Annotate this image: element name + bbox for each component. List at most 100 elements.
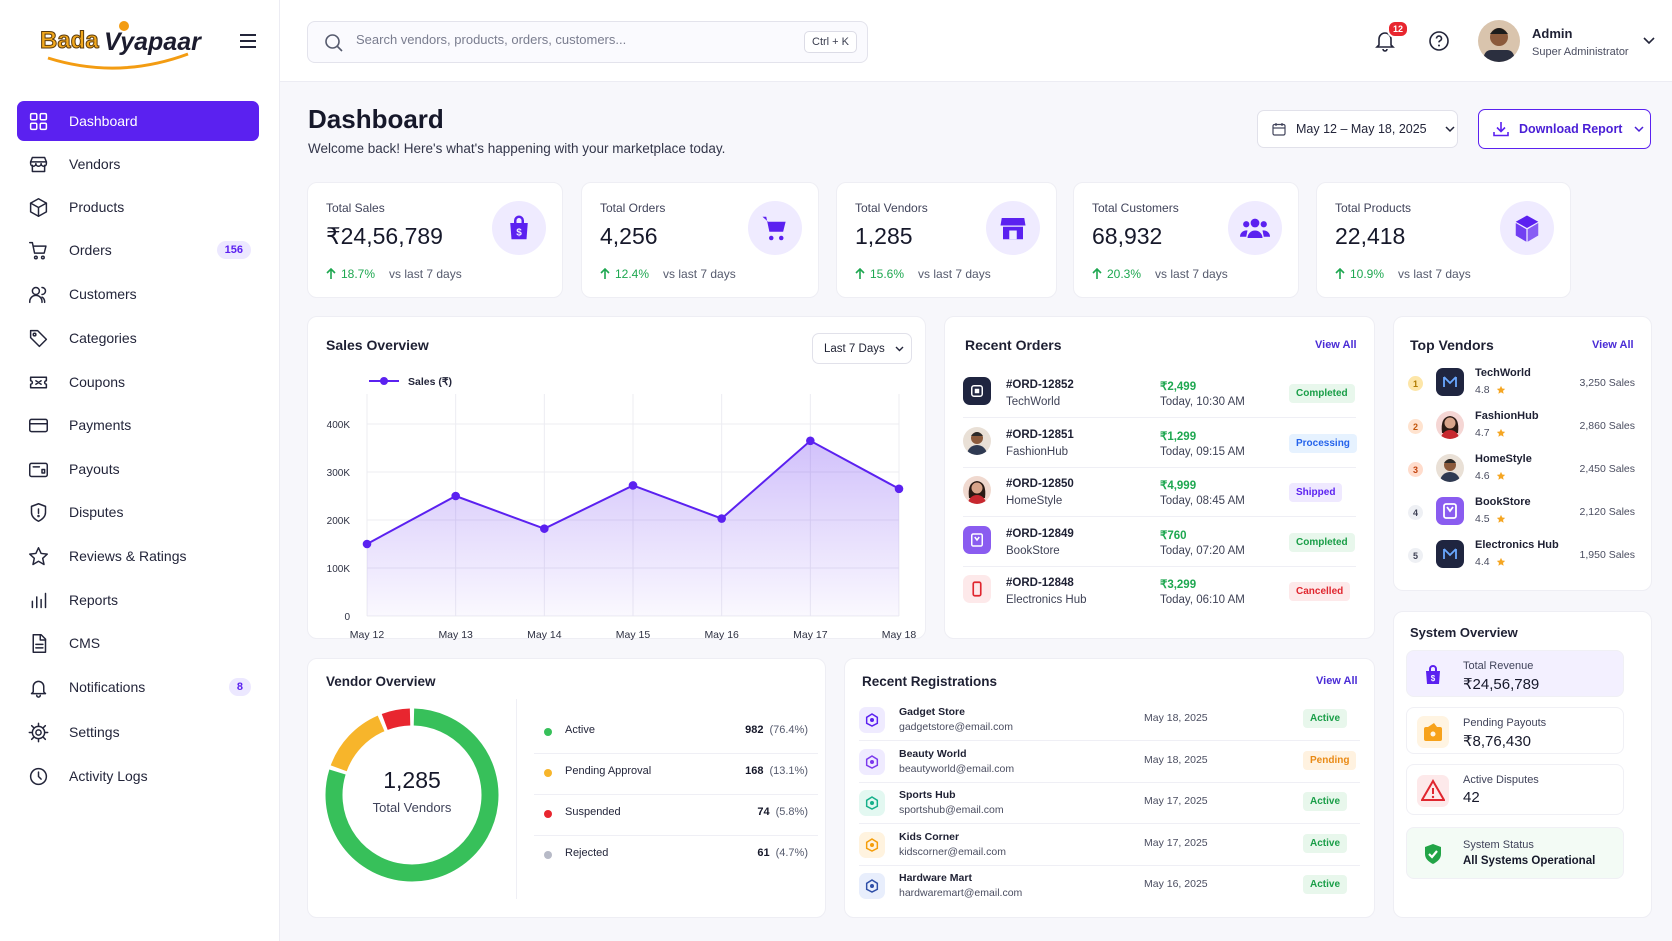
order-id: #ORD-12851 — [1006, 428, 1074, 441]
registration-row[interactable]: Gadget Store gadgetstore@email.com May 18,… — [845, 703, 1374, 743]
legend-percent: (13.1%) — [769, 765, 808, 777]
top-vendor-row[interactable]: 2 FashionHub 4.7 2,860 Sales — [1394, 406, 1651, 446]
sidebar-item-cms[interactable]: CMS — [17, 623, 259, 663]
order-vendor: BookStore — [1006, 544, 1060, 557]
sales-point[interactable] — [806, 436, 815, 446]
sales-point[interactable] — [628, 481, 638, 490]
vendor-overview-title: Vendor Overview — [326, 674, 436, 689]
row-divider — [963, 565, 1356, 567]
cube-icon — [1500, 201, 1554, 255]
sales-point[interactable] — [540, 524, 549, 533]
sales-point[interactable] — [362, 539, 372, 549]
brand-logo[interactable]: Bada Vyapaar — [38, 18, 208, 70]
system-item-active-disputes[interactable]: Active Disputes 42 — [1406, 764, 1624, 815]
registration-row[interactable]: Beauty World beautyworld@email.com May 18,… — [845, 745, 1374, 785]
system-item-system-status[interactable]: System Status All Systems Operational — [1406, 827, 1624, 879]
fashionhub-avatar-icon — [963, 426, 991, 455]
vendor-rating-value: 4.4 — [1475, 556, 1490, 568]
top-vendor-row[interactable]: 4 BookStore 4.5 2,120 Sales — [1394, 492, 1651, 532]
stat-card-total-orders[interactable]: Total Orders 4,256 12.4% vs last 7 days — [581, 182, 819, 298]
legend-label: Sales (₹) — [408, 376, 452, 388]
sales-point[interactable] — [717, 514, 726, 523]
top-vendors-view-all-link[interactable]: View All — [1592, 339, 1634, 351]
system-item-pending-payouts[interactable]: Pending Payouts ₹8,76,430 — [1406, 707, 1624, 754]
donut-segment-active[interactable] — [325, 708, 499, 882]
search-bar[interactable]: Ctrl + K — [307, 21, 868, 63]
sidebar-item-notifications[interactable]: Notifications 8 — [17, 667, 259, 707]
date-range-picker[interactable]: May 12 – May 18, 2025 — [1257, 110, 1458, 148]
sidebar-item-customers[interactable]: Customers — [17, 274, 259, 314]
registration-row[interactable]: Hardware Mart hardwaremart@email.com May 1… — [845, 869, 1374, 909]
sidebar-item-label: Payments — [69, 417, 132, 433]
y-tick-label: 0 — [344, 612, 350, 623]
sidebar-item-products[interactable]: Products — [17, 187, 259, 227]
ticket-icon — [27, 371, 49, 393]
vendor-status-legend-item[interactable]: Pending Approval 168 (13.1%) — [544, 762, 808, 786]
help-button[interactable] — [1428, 30, 1450, 52]
order-row[interactable]: #ORD-12848 Electronics Hub ₹3,299 Today, 06… — [945, 567, 1374, 616]
menu-toggle-icon[interactable] — [240, 33, 258, 49]
sidebar-item-label: Reviews & Ratings — [69, 548, 187, 564]
sales-range-dropdown[interactable]: Last 7 Days — [812, 333, 912, 364]
recent-orders-view-all-link[interactable]: View All — [1315, 339, 1357, 351]
system-item-value: ₹24,56,789 — [1463, 676, 1540, 693]
notifications-button[interactable]: 12 — [1373, 20, 1410, 56]
vendor-status-legend-item[interactable]: Suspended 74 (5.8%) — [544, 803, 808, 827]
row-divider — [534, 794, 818, 795]
vendor-rank: 5 — [1408, 548, 1423, 563]
registration-row[interactable]: Kids Corner kidscorner@email.com May 17, 2… — [845, 828, 1374, 868]
search-input[interactable] — [356, 32, 776, 47]
donut-total: 1,285 — [383, 767, 441, 793]
order-time: Today, 09:15 AM — [1160, 445, 1245, 458]
recent-registrations-view-all-link[interactable]: View All — [1316, 675, 1358, 687]
order-row[interactable]: #ORD-12849 BookStore ₹760 Today, 07:20 AM Co… — [945, 518, 1374, 567]
star-icon — [1496, 471, 1506, 481]
y-tick-label: 100K — [327, 564, 351, 575]
cart-icon — [748, 201, 802, 255]
stat-card-total-vendors[interactable]: Total Vendors 1,285 15.6% vs last 7 days — [836, 182, 1057, 298]
order-vendor: HomeStyle — [1006, 495, 1063, 507]
donut-segment-pending-approval[interactable] — [330, 715, 385, 772]
system-item-total-revenue[interactable]: $ Total Revenue ₹24,56,789 — [1406, 650, 1624, 697]
donut-segment-suspended[interactable] — [381, 708, 411, 730]
sidebar-item-reviews-ratings[interactable]: Reviews & Ratings — [17, 536, 259, 576]
top-vendor-row[interactable]: 1 TechWorld 4.8 3,250 Sales — [1394, 363, 1651, 403]
stat-change-value: 15.6% — [870, 267, 905, 281]
order-row[interactable]: #ORD-12852 TechWorld ₹2,499 Today, 10:30 AM… — [945, 369, 1374, 418]
sidebar-item-disputes[interactable]: Disputes — [17, 492, 259, 532]
sidebar-item-settings[interactable]: Settings — [17, 712, 259, 752]
user-menu[interactable]: Admin Super Administrator — [1478, 20, 1658, 64]
stat-card-total-customers[interactable]: Total Customers 68,932 20.3% vs last 7 days — [1073, 182, 1299, 298]
registration-row[interactable]: Sports Hub sportshub@email.com May 17, 202… — [845, 786, 1374, 826]
sidebar-item-label: Dashboard — [69, 113, 138, 129]
stat-card-total-sales[interactable]: Total Sales ₹24,56,789 18.7% vs last 7 days… — [307, 182, 563, 298]
stat-change-value: 10.9% — [1350, 267, 1385, 281]
top-vendor-row[interactable]: 5 Electronics Hub 4.4 1,950 Sales — [1394, 535, 1651, 575]
sidebar-item-payments[interactable]: Payments — [17, 405, 259, 445]
sales-point[interactable] — [451, 491, 460, 501]
shield-alert-icon — [27, 501, 49, 523]
order-row[interactable]: #ORD-12851 FashionHub ₹1,299 Today, 09:15 A… — [945, 419, 1374, 468]
vendor-sales: 2,120 Sales — [1579, 506, 1635, 518]
sidebar-item-orders[interactable]: Orders 156 — [17, 230, 259, 270]
download-report-button[interactable]: Download Report — [1478, 109, 1651, 149]
vendor-status-legend-item[interactable]: Rejected 61 (4.7%) — [544, 844, 808, 868]
sidebar-item-categories[interactable]: Categories — [17, 318, 259, 358]
sidebar-item-reports[interactable]: Reports — [17, 580, 259, 620]
order-row[interactable]: #ORD-12850 HomeStyle ₹4,999 Today, 08:45 AM… — [945, 468, 1374, 517]
row-divider — [859, 823, 1360, 824]
top-vendor-row[interactable]: 3 HomeStyle 4.6 2,450 Sales — [1394, 449, 1651, 489]
avatar — [1478, 20, 1520, 62]
vendor-status-legend-item[interactable]: Active 982 (76.4%) — [544, 721, 808, 745]
store-icon — [986, 201, 1040, 255]
stat-card-total-products[interactable]: Total Products 22,418 10.9% vs last 7 days — [1316, 182, 1571, 298]
sidebar-item-dashboard[interactable]: Dashboard — [17, 101, 259, 141]
sidebar-item-activity-logs[interactable]: Activity Logs — [17, 756, 259, 796]
wallet-icon — [1417, 715, 1449, 748]
sidebar-item-vendors[interactable]: Vendors — [17, 144, 259, 184]
sidebar-item-coupons[interactable]: Coupons — [17, 362, 259, 402]
sidebar-item-payouts[interactable]: Payouts — [17, 449, 259, 489]
sales-point[interactable] — [894, 484, 904, 494]
svg-text:Bada: Bada — [40, 27, 99, 54]
legend-percent: (5.8%) — [775, 806, 808, 818]
